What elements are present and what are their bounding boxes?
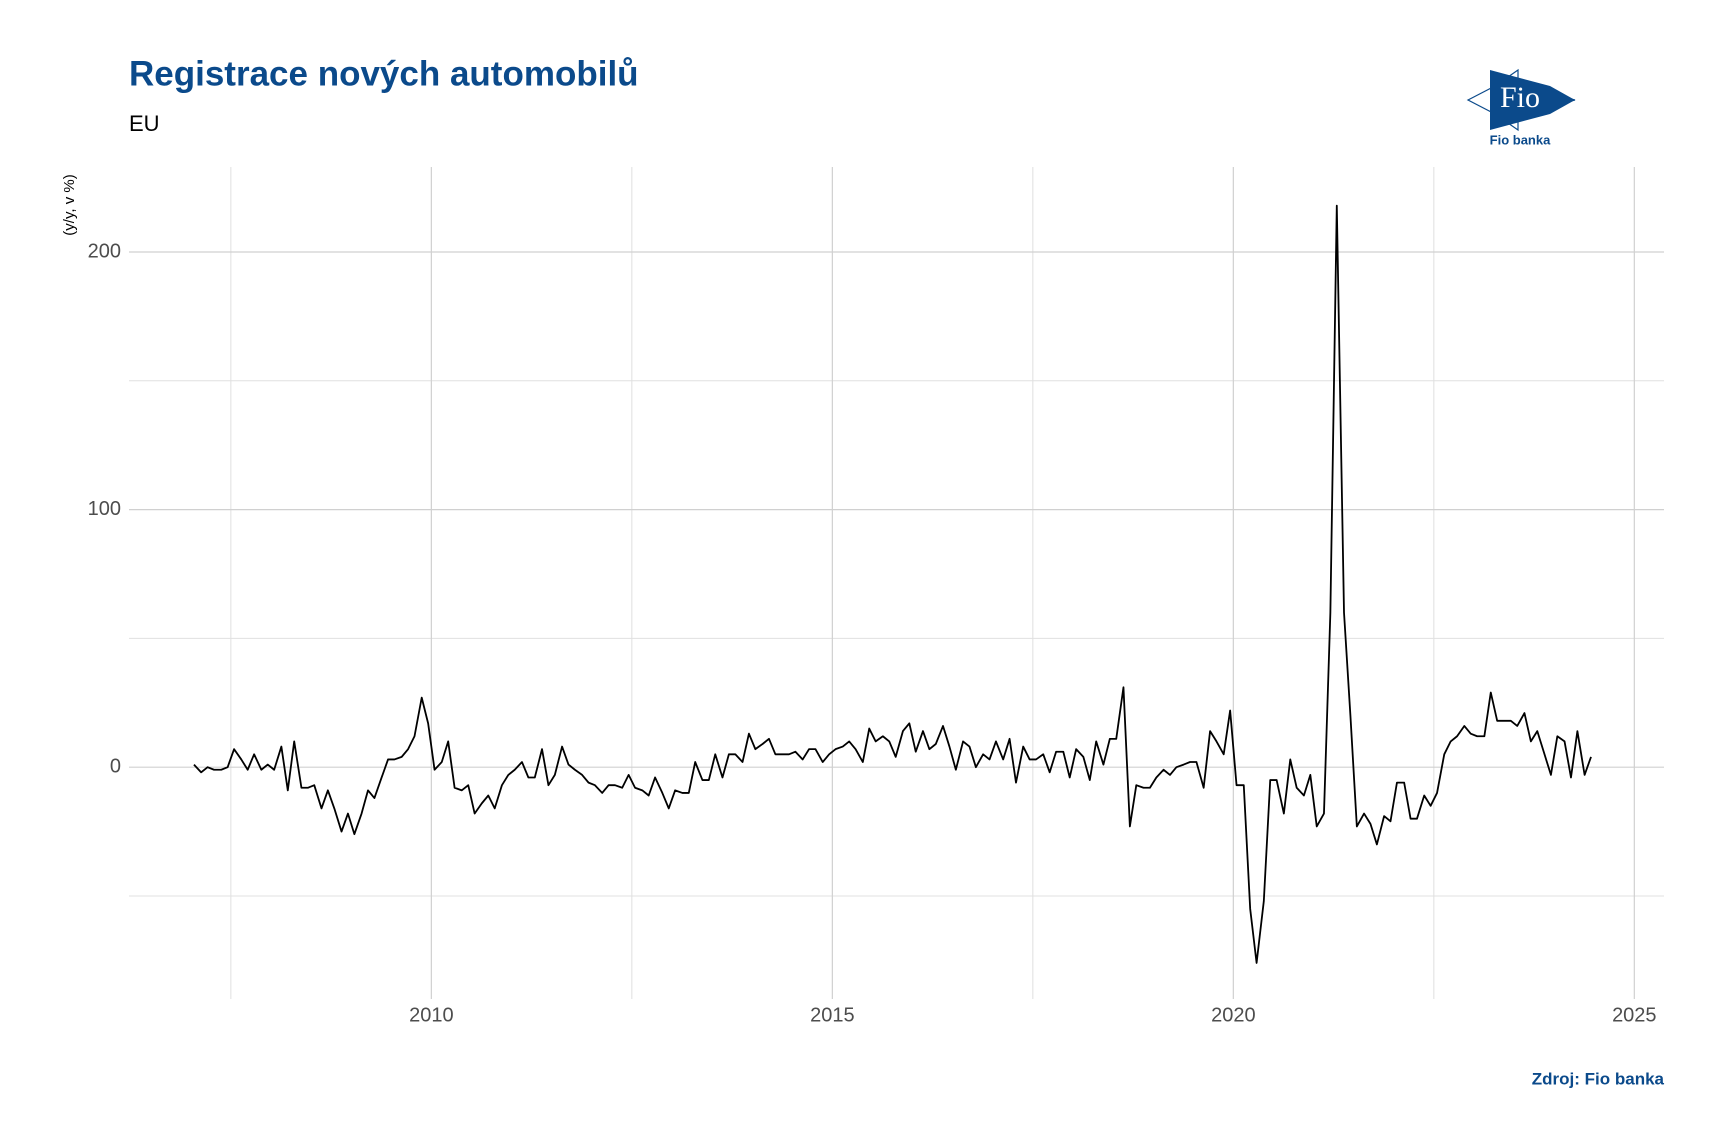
logo-name: Fio banka — [1490, 132, 1551, 147]
source: Zdroj: Fio banka — [1532, 1069, 1665, 1088]
data-line — [193, 204, 1592, 964]
y-tick-label: 0 — [110, 755, 121, 777]
x-tick-label: 2015 — [810, 1004, 855, 1026]
x-tick-label: 2025 — [1612, 1004, 1657, 1026]
logo: Fio Fio banka — [1466, 68, 1576, 147]
y-tick-label: 200 — [88, 240, 121, 262]
y-tick-label: 100 — [88, 498, 121, 520]
chart-subtitle: EU — [129, 111, 160, 136]
y-axis-label: (y/y, v %) — [61, 174, 78, 235]
logo-flag — [1490, 70, 1550, 130]
logo-mark: Fio — [1500, 81, 1540, 114]
x-tick-label: 2020 — [1211, 1004, 1256, 1026]
x-tick-label: 2010 — [409, 1004, 454, 1026]
chart-title: Registrace nových automobilů — [129, 54, 639, 93]
logo-tip — [1550, 86, 1575, 114]
